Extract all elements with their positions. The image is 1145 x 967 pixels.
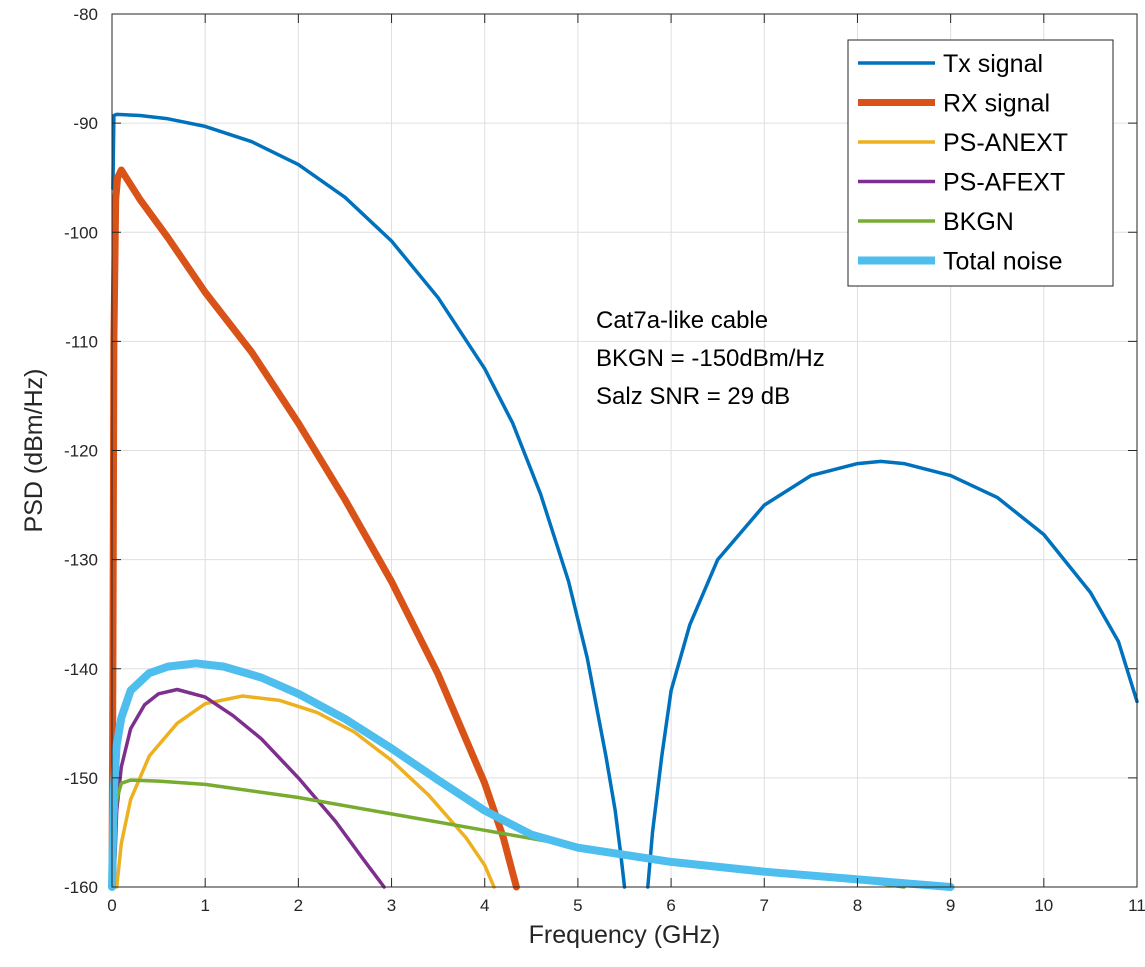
x-tick-label: 6: [666, 896, 675, 915]
y-axis-ticks: -160 -150 -140 -130 -120 -110 -100 -90 -80: [64, 5, 1137, 897]
series-line-tx-signal: [111, 112, 627, 889]
x-tick-label: 3: [387, 896, 396, 915]
legend-label-tx-signal: Tx signal: [943, 50, 1043, 78]
x-axis-label: Frequency (GHz): [529, 921, 721, 949]
x-tick-label: 5: [573, 896, 582, 915]
x-tick-label: 4: [480, 896, 489, 915]
x-axis-ticks: 0 1 2 3 4 5 6 7 8 9 10 11: [107, 14, 1145, 915]
annotation-line-bkgn: BKGN = -150dBm/Hz: [596, 345, 825, 372]
x-tick-label: 7: [760, 896, 769, 915]
series-line-tx-signal-sidelobe: [646, 459, 1139, 889]
y-tick-label: -160: [64, 878, 98, 897]
y-tick-label: -150: [64, 769, 98, 788]
x-tick-label: 1: [200, 896, 209, 915]
x-tick-label: 2: [294, 896, 303, 915]
cable-annotation: Cat7a-like cable BKGN = -150dBm/Hz Salz …: [596, 307, 825, 410]
y-tick-label: -130: [64, 551, 98, 570]
series-line-ps-afext: [112, 687, 386, 889]
y-tick-label: -140: [64, 660, 98, 679]
y-tick-label: -110: [65, 332, 98, 351]
y-tick-label: -120: [64, 442, 98, 461]
legend-box: [847, 39, 1114, 287]
x-tick-label: 10: [1034, 896, 1053, 915]
x-tick-label: 11: [1128, 896, 1145, 915]
annotation-line-cable: Cat7a-like cable: [596, 307, 768, 334]
x-tick-label: 9: [946, 896, 955, 915]
legend-label-total-noise: Total noise: [943, 248, 1063, 276]
series-lines: [108, 112, 1139, 891]
annotation-line-snr: Salz SNR = 29 dB: [596, 383, 790, 410]
series-line-total-noise: [108, 659, 955, 891]
y-axis-label: PSD (dBm/Hz): [20, 369, 48, 533]
y-tick-label: -80: [73, 5, 98, 24]
y-tick-label: -100: [64, 223, 98, 242]
legend-label-ps-afext: PS-AFEXT: [943, 169, 1065, 197]
legend-label-rx-signal: RX signal: [943, 90, 1050, 118]
y-tick-label: -90: [73, 114, 98, 133]
legend-label-ps-anext: PS-ANEXT: [943, 129, 1068, 157]
x-tick-label: 0: [107, 896, 116, 915]
legend: Tx signal RX signal PS-ANEXT PS-AFEXT BKGN To…: [847, 39, 1114, 287]
x-tick-label: 8: [853, 896, 862, 915]
legend-label-bkgn: BKGN: [943, 208, 1014, 236]
series-line-rx-signal: [108, 166, 520, 891]
